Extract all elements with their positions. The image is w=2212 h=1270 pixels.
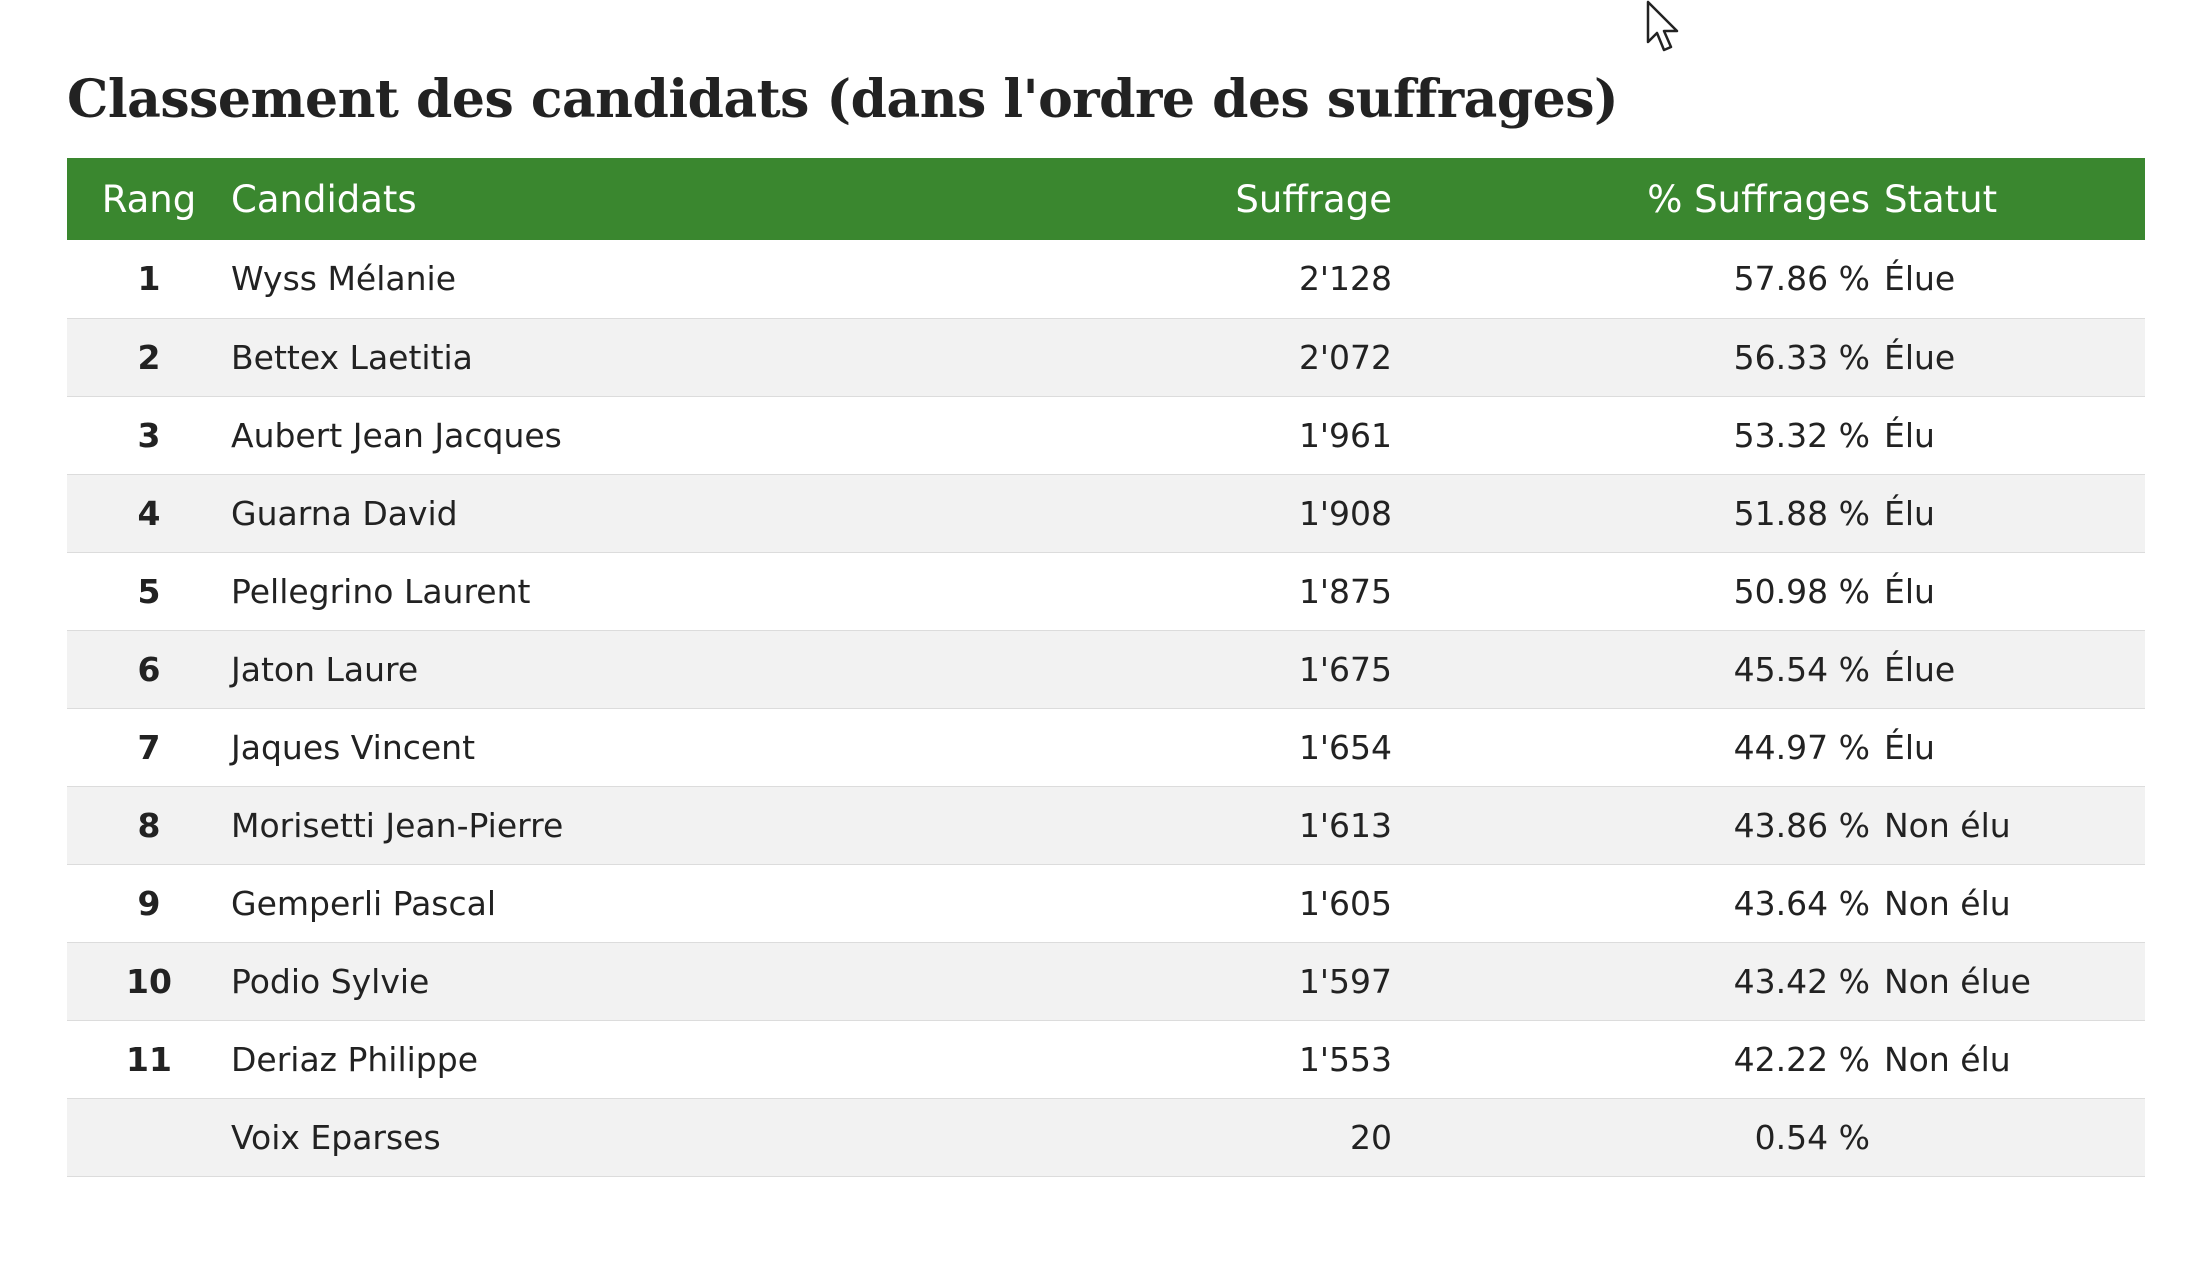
cell-candidate: Voix Eparses (231, 1117, 441, 1157)
header-candidate: Candidats (231, 177, 417, 221)
cell-percent: 43.64 % (1733, 883, 1870, 923)
cell-rank: 4 (137, 493, 161, 533)
table-row: 9 Gemperli Pascal 1'605 43.64 % Non élu (67, 864, 2145, 942)
cell-status: Élu (1884, 571, 1935, 611)
cell-rank: 9 (137, 883, 161, 923)
cell-candidate: Bettex Laetitia (231, 337, 473, 377)
table-row: 10 Podio Sylvie 1'597 43.42 % Non élue (67, 942, 2145, 1020)
cell-percent: 50.98 % (1733, 571, 1870, 611)
cell-votes: 1'654 (1298, 727, 1392, 767)
cell-votes: 1'597 (1298, 961, 1392, 1001)
table-row: 3 Aubert Jean Jacques 1'961 53.32 % Élu (67, 396, 2145, 474)
cell-votes: 1'961 (1298, 415, 1392, 455)
cell-percent: 51.88 % (1733, 493, 1870, 533)
cell-votes: 1'605 (1298, 883, 1392, 923)
cell-status: Élu (1884, 415, 1935, 455)
cell-status: Élue (1884, 337, 1956, 377)
cell-rank: 10 (126, 961, 172, 1001)
cell-rank: 5 (137, 571, 161, 611)
cell-votes: 1'875 (1298, 571, 1392, 611)
cell-percent: 43.42 % (1733, 961, 1870, 1001)
cell-votes: 1'553 (1298, 1039, 1392, 1079)
cell-percent: 44.97 % (1733, 727, 1870, 767)
cell-candidate: Wyss Mélanie (231, 259, 457, 299)
cell-rank: 3 (137, 415, 161, 455)
cell-status: Élu (1884, 727, 1935, 767)
table-header-row: Rang Candidats Suffrage % Suffrages Stat… (67, 158, 2145, 240)
cell-votes: 2'072 (1298, 337, 1392, 377)
cell-candidate: Pellegrino Laurent (231, 571, 531, 611)
table-row: 5 Pellegrino Laurent 1'875 50.98 % Élu (67, 552, 2145, 630)
cell-votes: 20 (1350, 1117, 1392, 1157)
cell-status: Élu (1884, 493, 1935, 533)
header-percent: % Suffrages (1647, 177, 1870, 221)
cell-status: Élue (1884, 259, 1956, 299)
cell-status (1870, 1098, 2145, 1176)
cell-candidate: Podio Sylvie (231, 961, 430, 1001)
cell-percent: 53.32 % (1733, 415, 1870, 455)
header-status: Statut (1884, 177, 1998, 221)
table-row: 4 Guarna David 1'908 51.88 % Élu (67, 474, 2145, 552)
cell-candidate: Guarna David (231, 493, 458, 533)
cell-rank: 7 (137, 727, 161, 767)
cell-percent: 42.22 % (1733, 1039, 1870, 1079)
table-row: 6 Jaton Laure 1'675 45.54 % Élue (67, 630, 2145, 708)
cell-percent: 56.33 % (1733, 337, 1870, 377)
cell-votes: 1'675 (1298, 649, 1392, 689)
cell-status: Élue (1884, 649, 1956, 689)
table-row: 7 Jaques Vincent 1'654 44.97 % Élu (67, 708, 2145, 786)
header-rank: Rang (101, 177, 197, 221)
header-votes: Suffrage (1235, 177, 1392, 221)
cell-votes: 1'613 (1298, 805, 1392, 845)
cell-votes: 2'128 (1298, 259, 1392, 299)
cell-status: Non élu (1884, 1039, 2011, 1079)
cell-rank: 6 (137, 649, 161, 689)
cell-candidate: Aubert Jean Jacques (231, 415, 562, 455)
cell-rank: 1 (137, 259, 161, 299)
cell-percent: 57.86 % (1733, 259, 1870, 299)
cell-rank: 8 (137, 805, 161, 845)
cell-status: Non élu (1884, 805, 2011, 845)
cell-candidate: Gemperli Pascal (231, 883, 497, 923)
cell-candidate: Jaton Laure (231, 649, 419, 689)
table-body: 1 Wyss Mélanie 2'128 57.86 % Élue 2 Bettex Lae… (67, 240, 2145, 1176)
table-row: 11 Deriaz Philippe 1'553 42.22 % Non élu (67, 1020, 2145, 1098)
cell-status: Non élue (1884, 961, 2031, 1001)
page-title: Classement des candidats (dans l'ordre d… (67, 69, 1619, 130)
mouse-pointer-icon (1646, 0, 1679, 52)
cell-candidate: Morisetti Jean-Pierre (231, 805, 564, 845)
results-table: Rang Candidats Suffrage % Suffrages Stat… (67, 158, 2145, 1177)
cell-percent: 43.86 % (1733, 805, 1870, 845)
table-row: 2 Bettex Laetitia 2'072 56.33 % Élue (67, 318, 2145, 396)
table-header: Rang Candidats Suffrage % Suffrages Stat… (67, 158, 2145, 240)
cell-status: Non élu (1884, 883, 2011, 923)
cell-percent: 45.54 % (1733, 649, 1870, 689)
cell-percent: 0.54 % (1754, 1117, 1870, 1157)
table-row: 1 Wyss Mélanie 2'128 57.86 % Élue (67, 240, 2145, 318)
cell-rank: 11 (126, 1039, 172, 1079)
cell-candidate: Jaques Vincent (231, 727, 476, 767)
cell-rank (67, 1098, 231, 1176)
table-row: 8 Morisetti Jean-Pierre 1'613 43.86 % Non él… (67, 786, 2145, 864)
cell-votes: 1'908 (1298, 493, 1392, 533)
cell-rank: 2 (137, 337, 161, 377)
table-row: Voix Eparses 20 0.54 % (67, 1098, 2145, 1176)
cell-candidate: Deriaz Philippe (231, 1039, 479, 1079)
